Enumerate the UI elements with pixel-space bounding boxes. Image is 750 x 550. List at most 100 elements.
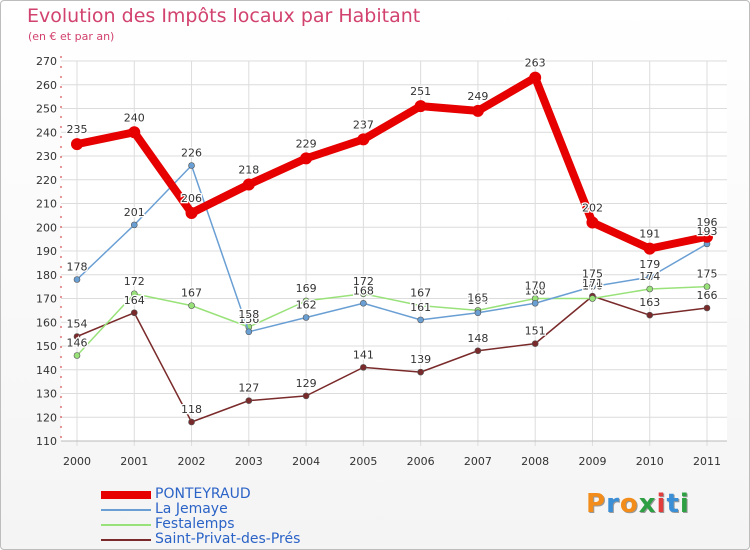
logo-letter: i xyxy=(679,489,690,519)
data-label: 249 xyxy=(467,90,488,103)
y-tick-label: 190 xyxy=(36,245,57,258)
data-label: 175 xyxy=(582,268,603,281)
data-label: 162 xyxy=(296,299,317,312)
data-point xyxy=(357,133,370,146)
data-point xyxy=(589,295,596,302)
data-label: 193 xyxy=(697,225,718,238)
data-label: 196 xyxy=(697,216,718,229)
data-label: 229 xyxy=(296,137,317,150)
data-point xyxy=(73,276,81,283)
data-label: 171 xyxy=(582,277,603,290)
logo-letter: r xyxy=(606,489,620,519)
logo-letter: o xyxy=(619,489,639,519)
x-tick-label: 2008 xyxy=(521,455,549,468)
data-label: 169 xyxy=(296,282,317,295)
y-tick-label: 120 xyxy=(36,411,57,424)
data-point xyxy=(360,299,367,307)
series-line xyxy=(73,73,711,253)
data-label: 178 xyxy=(67,261,88,274)
x-tick-label: 2006 xyxy=(407,455,435,468)
y-tick-label: 270 xyxy=(36,55,57,68)
data-point xyxy=(71,138,83,151)
data-label: 129 xyxy=(296,377,317,390)
x-tick-label: 2009 xyxy=(578,455,606,468)
data-point xyxy=(646,273,654,281)
data-label: 170 xyxy=(582,280,603,293)
data-point xyxy=(531,340,539,347)
data-label: 263 xyxy=(525,57,546,70)
legend-swatch xyxy=(101,539,151,541)
data-label: 161 xyxy=(410,301,431,314)
y-tick-label: 150 xyxy=(36,340,57,353)
data-label: 201 xyxy=(124,206,145,219)
data-point xyxy=(130,309,138,317)
data-point xyxy=(417,316,424,324)
y-tick-label: 230 xyxy=(36,150,57,163)
x-tick-label: 2007 xyxy=(464,455,492,468)
series-line xyxy=(76,295,708,423)
x-tick-label: 2005 xyxy=(349,455,377,468)
data-label: 148 xyxy=(467,332,488,345)
data-point xyxy=(302,392,310,400)
legend-label: La Jemaye xyxy=(155,501,228,517)
data-label: 179 xyxy=(639,258,660,271)
data-label: 235 xyxy=(67,123,88,136)
data-point xyxy=(245,328,253,336)
data-label: 127 xyxy=(238,382,259,395)
data-point xyxy=(73,333,81,340)
y-tick-label: 160 xyxy=(36,316,57,329)
data-point xyxy=(130,290,138,298)
data-point xyxy=(300,152,313,165)
proxiti-logo: Proxiti xyxy=(586,489,690,519)
legend-swatch xyxy=(101,509,151,511)
y-tick-label: 180 xyxy=(36,269,57,282)
data-label: 202 xyxy=(582,202,603,215)
data-point xyxy=(586,216,599,229)
data-point xyxy=(185,207,198,219)
data-point xyxy=(128,126,141,139)
data-point xyxy=(703,304,711,312)
y-tick-label: 250 xyxy=(36,103,57,116)
data-label: 151 xyxy=(525,325,546,338)
data-label: 146 xyxy=(67,337,88,350)
y-tick-label: 210 xyxy=(36,198,57,211)
chart-title: Evolution des Impôts locaux par Habitant xyxy=(27,5,421,27)
data-point xyxy=(474,347,482,355)
y-tick-label: 200 xyxy=(36,221,57,234)
data-point xyxy=(589,283,596,290)
y-tick-label: 140 xyxy=(36,364,57,377)
x-tick-label: 2001 xyxy=(120,455,148,468)
x-tick-label: 2003 xyxy=(235,455,263,468)
legend-label: PONTEYRAUD xyxy=(155,486,251,502)
y-tick-label: 130 xyxy=(36,388,57,401)
y-tick-label: 110 xyxy=(36,435,57,448)
data-point xyxy=(529,71,542,84)
data-point xyxy=(242,178,255,191)
data-label: 168 xyxy=(525,284,546,297)
x-tick-label: 2002 xyxy=(178,455,206,468)
data-point xyxy=(414,100,427,113)
data-label: 237 xyxy=(353,118,374,131)
logo-letter: t xyxy=(666,489,680,519)
data-point xyxy=(73,352,81,359)
data-point xyxy=(302,314,310,321)
series-line xyxy=(76,285,708,357)
data-label: 164 xyxy=(124,294,145,307)
data-point xyxy=(417,302,424,309)
series-line xyxy=(76,164,708,333)
data-point xyxy=(188,418,195,426)
data-point xyxy=(646,311,654,319)
legend-label: Festalemps xyxy=(155,516,235,532)
logo-letter: x xyxy=(638,489,657,519)
data-label: 167 xyxy=(181,287,202,300)
legend-swatch xyxy=(101,524,151,526)
data-label: 206 xyxy=(181,192,202,205)
data-label: 218 xyxy=(238,164,259,177)
data-label: 251 xyxy=(410,85,431,98)
legend-label: Saint-Privat-des-Prés xyxy=(155,531,301,547)
data-label: 172 xyxy=(353,275,374,288)
y-tick-label: 170 xyxy=(36,293,57,306)
y-tick-label: 240 xyxy=(36,126,57,139)
data-point xyxy=(646,285,654,293)
